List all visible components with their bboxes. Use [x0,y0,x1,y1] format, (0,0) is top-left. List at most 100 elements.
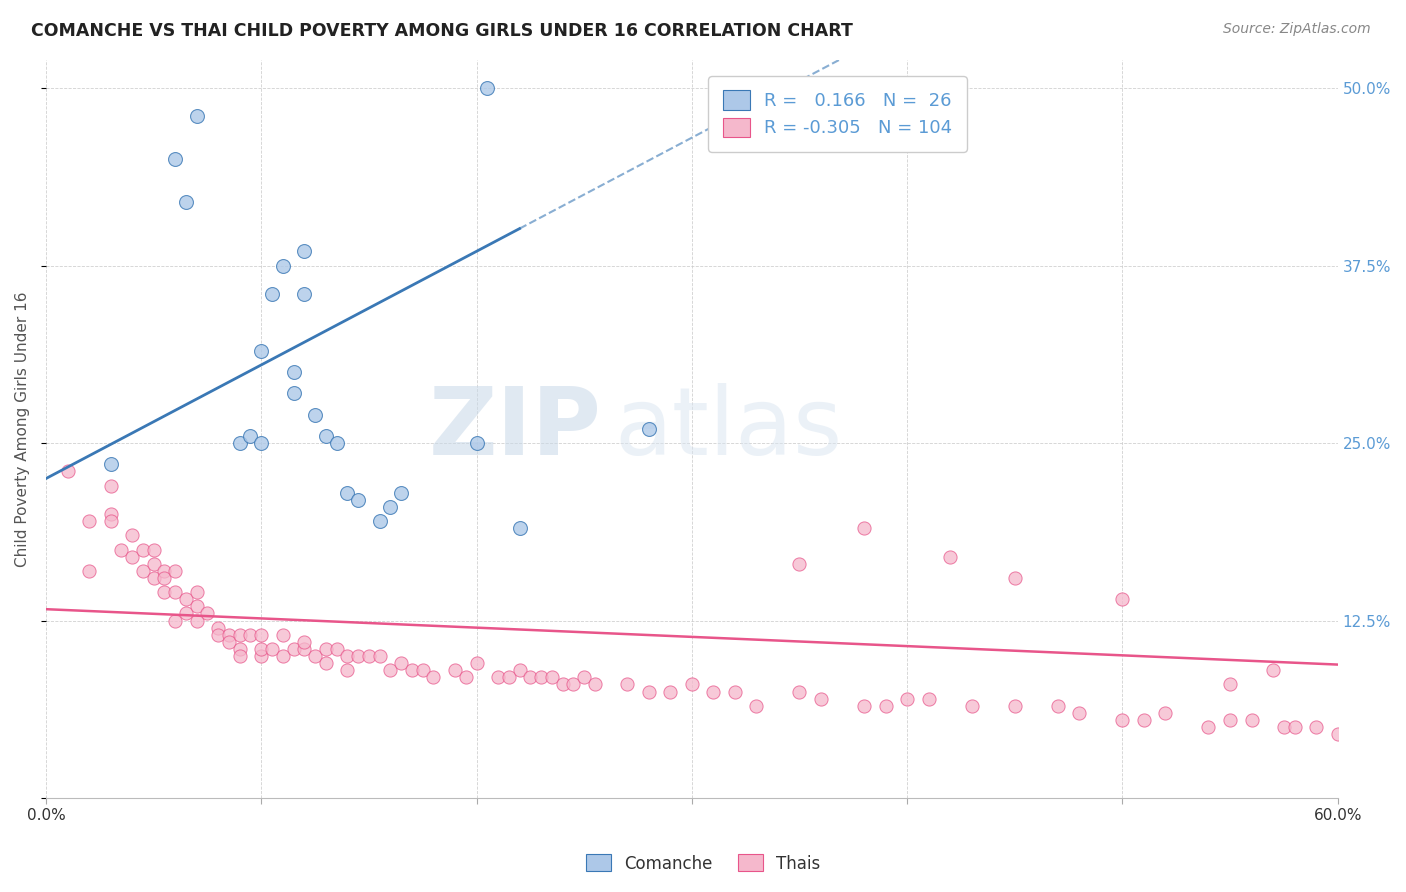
Point [325,436,347,450]
Point [165,564,187,578]
Point [165,585,187,599]
Point [917,691,939,706]
Point [637,422,659,436]
Text: Source: ZipAtlas.com: Source: ZipAtlas.com [1223,22,1371,37]
Point [142,557,165,571]
Point [110,542,132,557]
Point [1111,713,1133,727]
Point [292,244,315,259]
Point [250,642,273,657]
Point [218,635,240,649]
Point [810,691,832,706]
Point [347,492,370,507]
Point [271,648,294,663]
Point [142,571,165,585]
Point [486,670,509,684]
Point [875,698,897,713]
Point [1240,713,1263,727]
Point [207,621,229,635]
Point [153,564,176,578]
Point [745,698,768,713]
Point [637,684,659,698]
Point [186,599,208,614]
Point [1111,592,1133,607]
Point [325,642,347,657]
Point [218,628,240,642]
Point [165,152,187,166]
Point [336,648,359,663]
Point [260,642,283,657]
Point [444,663,467,677]
Point [380,663,402,677]
Point [197,607,219,621]
Point [1272,720,1295,734]
Point [250,648,273,663]
Point [250,343,273,358]
Point [853,521,876,535]
Point [283,365,305,379]
Point [498,670,520,684]
Point [724,684,747,698]
Point [304,408,326,422]
Point [186,585,208,599]
Point [477,81,499,95]
Point [132,564,155,578]
Point [1326,727,1348,741]
Point [153,585,176,599]
Point [186,109,208,123]
Point [960,698,983,713]
Point [572,670,595,684]
Text: COMANCHE VS THAI CHILD POVERTY AMONG GIRLS UNDER 16 CORRELATION CHART: COMANCHE VS THAI CHILD POVERTY AMONG GIR… [31,22,853,40]
Point [315,429,337,443]
Point [401,663,423,677]
Point [368,514,391,528]
Legend: R =   0.166   N =  26, R = -0.305   N = 104: R = 0.166 N = 26, R = -0.305 N = 104 [709,76,967,152]
Point [56,465,79,479]
Point [239,628,262,642]
Point [304,648,326,663]
Point [121,528,143,542]
Point [100,458,122,472]
Point [77,564,100,578]
Point [1154,706,1177,720]
Point [1004,571,1026,585]
Point [153,571,176,585]
Point [1046,698,1069,713]
Point [509,663,531,677]
Point [1261,663,1284,677]
Point [465,656,488,670]
Point [422,670,444,684]
Point [1284,720,1306,734]
Point [100,478,122,492]
Point [1219,713,1241,727]
Point [681,677,703,691]
Point [389,656,412,670]
Point [368,648,391,663]
Point [77,514,100,528]
Point [1004,698,1026,713]
Point [271,259,294,273]
Point [250,628,273,642]
Point [1069,706,1091,720]
Point [121,549,143,564]
Point [271,628,294,642]
Point [165,614,187,628]
Point [315,656,337,670]
Y-axis label: Child Poverty Among Girls Under 16: Child Poverty Among Girls Under 16 [15,291,30,566]
Point [347,648,370,663]
Point [389,485,412,500]
Point [583,677,606,691]
Point [174,194,197,209]
Point [228,628,250,642]
Point [239,429,262,443]
Point [336,663,359,677]
Point [519,670,541,684]
Point [100,514,122,528]
Point [283,642,305,657]
Point [530,670,553,684]
Point [260,287,283,301]
Point [132,542,155,557]
Point [616,677,638,691]
Point [541,670,564,684]
Point [207,628,229,642]
